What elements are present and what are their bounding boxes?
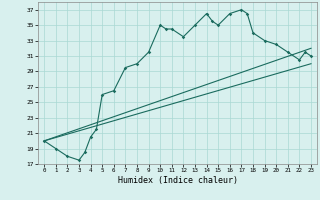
X-axis label: Humidex (Indice chaleur): Humidex (Indice chaleur) — [118, 176, 238, 185]
